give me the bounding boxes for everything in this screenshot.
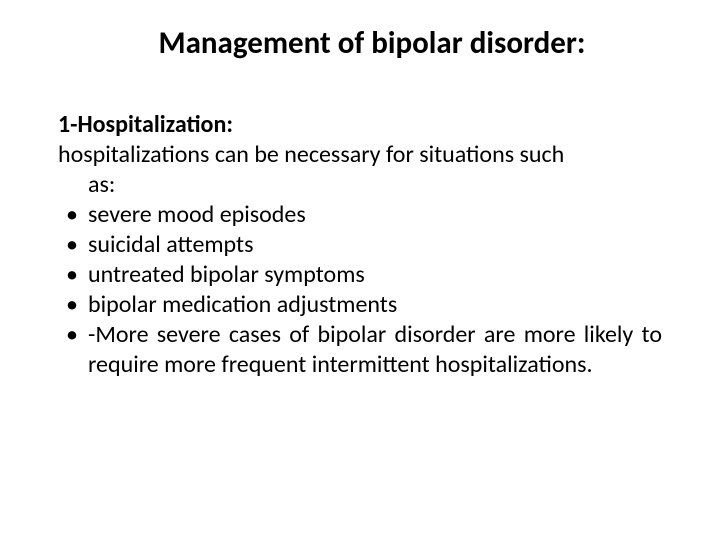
slide-content: 1-Hospitalization: hospitalizations can … bbox=[50, 110, 670, 380]
intro-text-line2: as: bbox=[58, 170, 662, 200]
section-heading: 1-Hospitalization: bbox=[58, 110, 662, 140]
list-item: suicidal attempts bbox=[58, 230, 662, 260]
list-item: -More severe cases of bipolar disorder a… bbox=[58, 320, 662, 380]
intro-text-line1: hospitalizations can be necessary for si… bbox=[58, 140, 662, 170]
slide-container: Management of bipolar disorder: 1-Hospit… bbox=[0, 0, 720, 540]
list-item: bipolar medication adjustments bbox=[58, 290, 662, 320]
bullet-list: severe mood episodes suicidal attempts u… bbox=[58, 200, 662, 380]
list-item: untreated bipolar symptoms bbox=[58, 260, 662, 290]
list-item: severe mood episodes bbox=[58, 200, 662, 230]
slide-title: Management of bipolar disorder: bbox=[50, 24, 670, 62]
